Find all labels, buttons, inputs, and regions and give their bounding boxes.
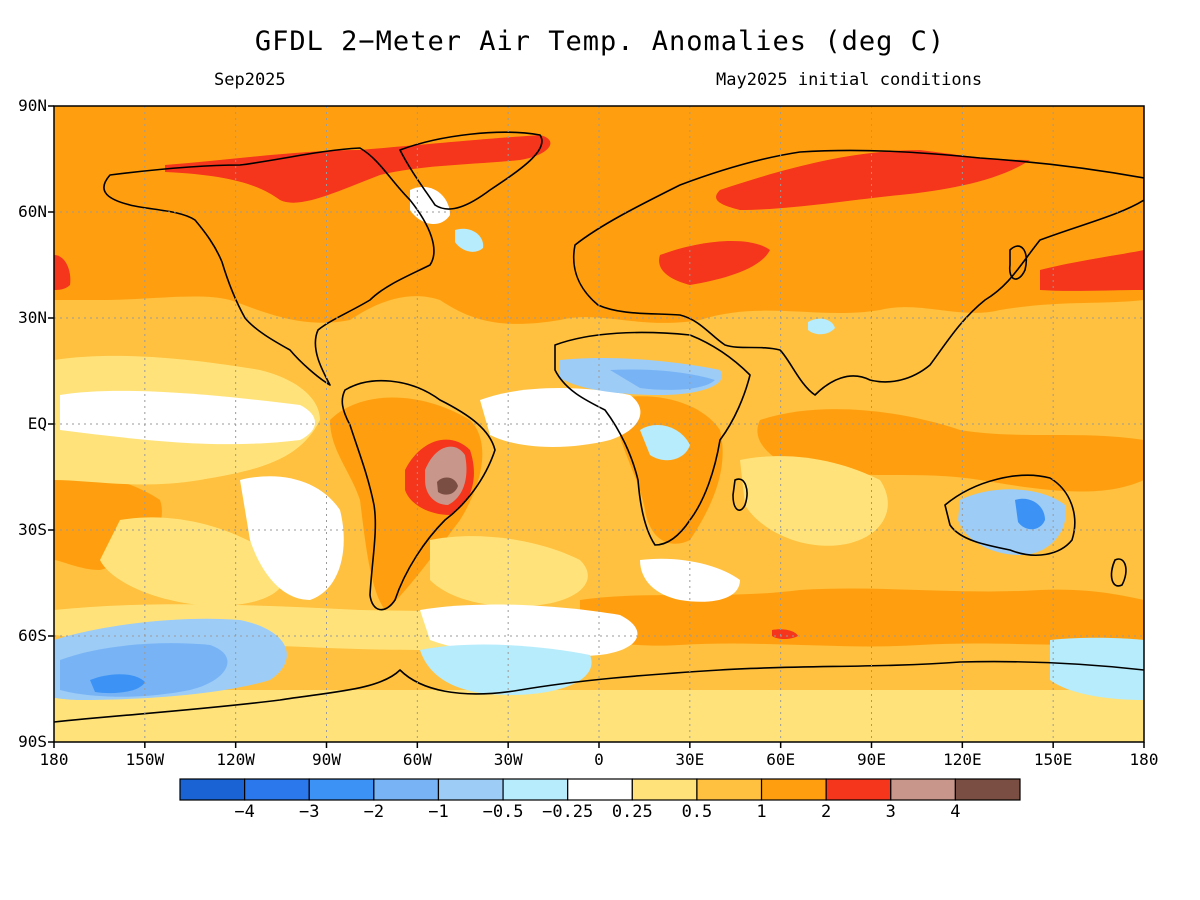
latitude-label: 90N [18,96,47,115]
colorbar-swatch [890,778,956,801]
colorbar-swatch [760,778,827,801]
initial-conditions-label: May2025 initial conditions [716,70,983,90]
latitude-label: EQ [27,414,47,433]
colorbar-swatch [244,778,310,801]
colorbar-label: 3 [885,802,896,822]
colorbar-label: −1 [428,802,449,822]
colorbar-label: −0.25 [542,802,594,822]
longitude-label: 150W [125,750,165,769]
gridlines [54,106,1144,742]
coast-eurasia [573,149,1144,396]
map-title: GFDL 2−Meter Air Temp. Anomalies (deg C) [254,26,946,57]
coast-japan [1008,245,1028,280]
colorbar-label: −0.5 [482,802,524,822]
field-light-south-pacific [100,517,286,606]
field-cool4-australia [1015,498,1045,530]
coast-antarctica [54,660,1144,723]
longitude-label: 90E [857,750,886,769]
latitude-label: 30N [18,308,47,327]
field-extreme-brazil [425,446,467,505]
coast-greenland [399,131,543,210]
latitude-label: 30S [18,520,47,539]
colorbar-swatch [825,778,892,801]
field-hot-siberia [716,150,1030,210]
field-cool1-antarctic-east [1050,637,1144,700]
field-neutral-southern-atlantic [420,604,638,657]
longitude-label: 120E [943,750,982,769]
longitude-label: 90W [312,750,341,769]
longitude-label: 120W [216,750,255,769]
colorbar-swatch [437,778,504,801]
coast-south-america [341,379,496,611]
colorbar-label: 0.5 [681,802,713,822]
field-hot-southern-spot [772,629,798,639]
field-max-brazil [437,477,458,495]
field-light-antarctic [54,690,1144,742]
field-neutral-eq-atlantic [480,388,641,447]
valid-month-label: Sep2025 [214,70,286,90]
longitude-label: 60E [766,750,796,769]
field-light-indian [740,456,888,546]
colorbar-swatch [373,778,440,801]
colorbar-label: −3 [298,802,320,822]
longitude-label: 30E [675,750,705,769]
colorbar [179,778,1021,801]
colorbar-swatch [954,778,1021,801]
latitude-label: 60N [18,202,47,221]
longitude-label: 180 [1129,750,1159,769]
latitude-label: 90S [18,732,47,751]
colorbar-swatch [631,778,698,801]
field-cool1-antarctic-atlantic [420,644,592,695]
colorbar-swatch [567,778,633,801]
field-cool1-east-africa [640,425,690,461]
colorbar-label: 2 [821,802,832,822]
coast-madagascar [732,478,748,511]
coastlines [54,131,1144,723]
colorbar-swatch [179,778,246,801]
field-warm-south-ocean [580,588,1144,647]
coast-australia [944,474,1076,556]
field-cool1-north-atlantic [455,228,484,252]
field-hot-arctic-canada [165,135,551,203]
coast-africa [554,331,751,546]
longitude-label: 180 [39,750,69,769]
field-hot-europe-russia [659,240,770,285]
colorbar-swatch [696,778,763,801]
coast-north-america [103,147,435,386]
longitude-label: 0 [594,750,604,769]
longitude-label: 30W [493,750,523,769]
field-hot-far-west-pacific [54,255,71,290]
field-cool3-sahel [610,369,715,390]
colorbar-swatch [502,778,569,801]
field-cool1-tibet [808,318,835,335]
colorbar-label: 1 [756,802,767,822]
latitude-label: 60S [18,626,47,645]
colorbar-label: −4 [234,802,255,822]
colorbar-label: 0.25 [611,802,653,822]
field-neutral-eq-pacific [60,390,315,445]
field-hot-east-asia [1040,250,1144,291]
coast-new-zealand [1110,558,1127,587]
colorbar-label: 4 [950,802,961,822]
field-light-south-atlantic [430,536,588,607]
longitude-label: 60W [402,750,432,769]
colorbar-swatch [308,778,375,801]
longitude-label: 150E [1033,750,1073,769]
field-warm-africa [610,396,723,544]
colorbar-label: −2 [363,802,385,822]
axis-ticks [48,105,1145,748]
field-neutral-se-pacific [240,476,344,600]
field-cool4-southern-pacific [90,674,145,694]
